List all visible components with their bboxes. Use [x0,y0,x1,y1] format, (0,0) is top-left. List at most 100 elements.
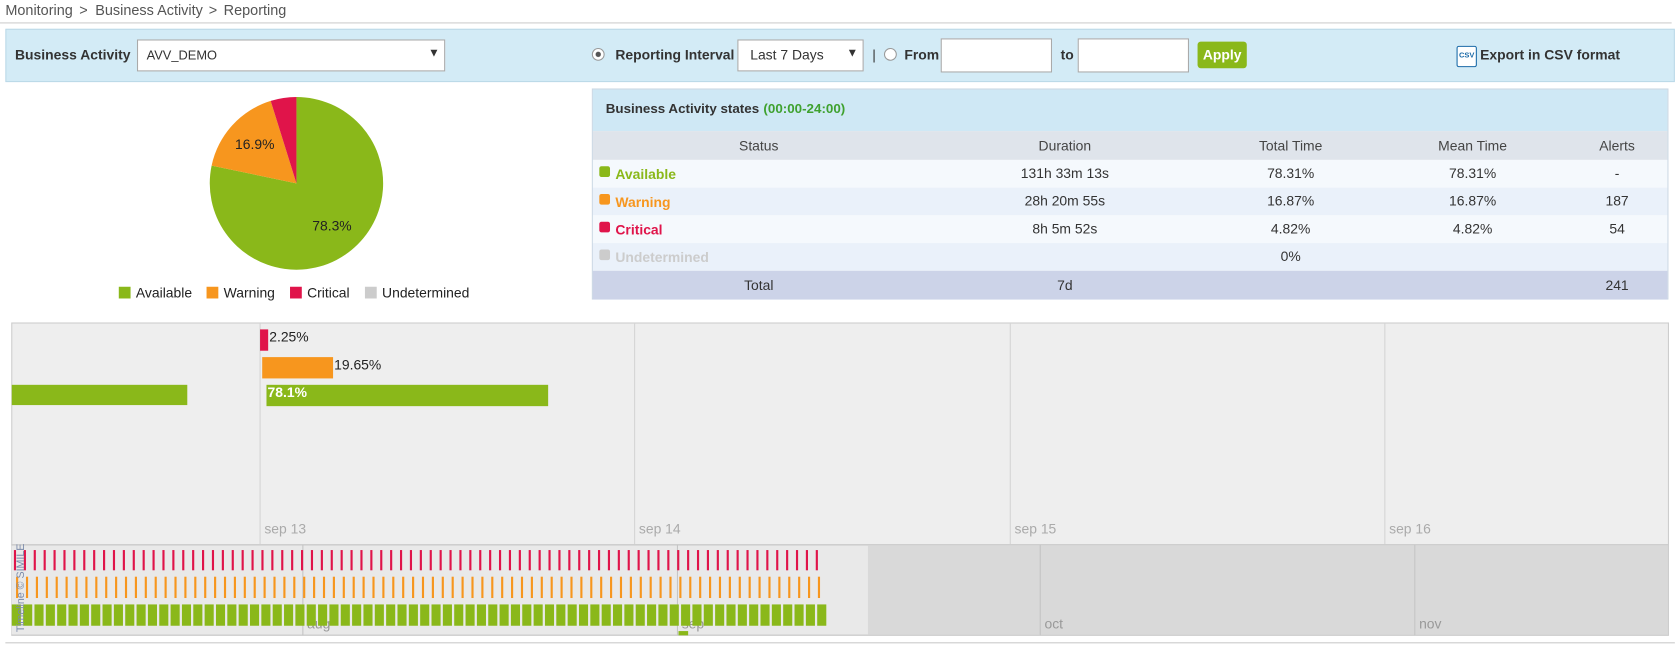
overview-critical-tick [251,550,254,571]
breadcrumb-item[interactable]: Reporting [223,2,287,19]
overview-available-block [578,604,589,626]
overview-warning-tick [659,576,662,599]
overview-available-block [658,604,668,626]
column-header: Mean Time [1438,137,1508,154]
overview-critical-tick [23,550,26,571]
overview-critical-tick [726,550,729,571]
table-cell: 8h 5m 52s [1032,220,1098,237]
timeline-bar [262,357,334,379]
overview-critical-tick [429,550,432,571]
to-input[interactable] [1077,38,1189,73]
overview-date: oct [1045,615,1064,631]
overview-warning-tick [352,576,355,599]
column-header: Total Time [1258,137,1323,154]
overview-available-block [397,604,407,626]
legend-swatch [364,286,377,299]
overview-critical-tick [479,550,482,571]
column-header: Alerts [1599,137,1635,154]
overview-critical-tick [746,550,749,571]
legend-swatch [206,286,219,299]
overview-available-block [295,604,305,626]
overview-warning-tick [610,576,613,599]
overview-critical-tick [528,550,531,571]
overview-critical-tick [617,550,620,571]
timeline-date: sep 14 [639,520,681,536]
overview-critical-tick [637,550,640,571]
overview-available-block [159,604,169,626]
overview-available-block [556,604,566,626]
overview-marker [678,631,689,636]
overview-available-block [340,604,350,626]
legend-label: Available [136,284,192,300]
activity-select[interactable] [136,39,446,72]
overview-available-block [544,604,555,626]
overview-critical-tick [459,550,462,571]
overview-available-block [102,604,112,626]
overview-available-block [805,604,815,626]
overview-critical-tick [657,550,660,571]
overview-available-block [215,604,226,626]
overview-critical-tick [172,550,175,571]
apply-button[interactable]: Apply [1197,41,1247,69]
overview-critical-tick [399,550,403,571]
overview-critical-tick [558,550,561,571]
overview-available-block [34,604,44,626]
overview-warning-tick [520,576,524,599]
csv-icon[interactable]: CSV [1456,45,1477,68]
radio-interval[interactable] [591,47,605,61]
overview-critical-tick [83,550,86,571]
overview-warning-tick [412,576,415,599]
status-name: Available [615,166,676,183]
table-row [592,243,1668,271]
interval-select[interactable] [737,39,864,72]
overview-date: nov [1419,615,1441,631]
from-input[interactable] [940,38,1053,73]
export[interactable]: Export in CSV format [1480,46,1621,63]
overview-critical-tick [489,550,492,571]
overview-critical-tick [419,550,422,571]
overview-available-block [306,604,316,626]
overview-warning-tick [273,576,276,599]
breadcrumb-item[interactable]: Business Activity [95,2,203,19]
overview-warning-tick [313,576,316,599]
overview-warning-tick [124,576,128,599]
overview-critical-tick [439,550,442,571]
timeline-credit: Timeline © SIMILE [15,544,27,633]
overview-available-block [681,604,691,626]
table-cell: 78.31% [1449,165,1497,182]
overview-warning-tick [798,576,801,599]
overview-available-block [352,604,362,626]
overview-warning-tick [402,576,405,599]
overview-critical-tick [320,550,323,571]
overview-critical-tick [409,550,413,571]
radio-from[interactable] [883,47,897,61]
timeline-bar-label: 78.1% [268,384,307,400]
overview-critical-tick [112,550,116,571]
overview-available-block [170,604,180,626]
select-arrow: ▼ [428,46,440,60]
table-cell: - [1614,165,1620,182]
overview-warning-tick [679,576,682,599]
overview-warning-tick [461,576,464,599]
overview-available-block [125,604,135,626]
overview-critical-tick [469,550,472,571]
overview-warning-tick [223,576,227,599]
overview-warning-tick [233,576,236,599]
overview-critical-tick [766,550,769,571]
overview-available-block [737,604,747,626]
overview-warning-tick [204,576,207,599]
overview-critical-tick [330,550,333,571]
overview-available-block [193,604,203,626]
overview-warning-tick [768,576,771,599]
overview-warning-tick [431,576,434,599]
overview-critical-tick [518,550,521,571]
breadcrumb-item[interactable]: Monitoring [5,2,73,19]
overview-available-block [227,604,237,626]
overview-critical-tick [360,550,363,571]
prior-day-bar [11,384,188,406]
overview-available-block [647,604,657,626]
overview-available-block [45,604,55,626]
overview-warning-tick [332,576,335,599]
overview-critical-tick [13,550,17,571]
overview-available-block [408,604,418,626]
